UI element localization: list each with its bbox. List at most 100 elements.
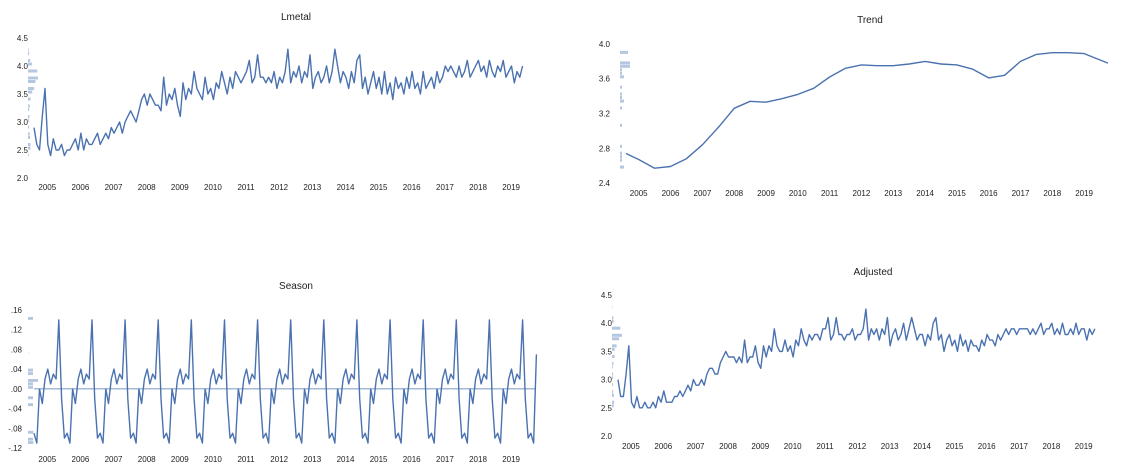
x-tick-label: 2005: [630, 189, 648, 198]
x-tick-label: 2012: [853, 189, 871, 198]
chart-season: Season -.12 -.08 -.04 .00 .04 .08 .12 .16 2005 20…: [0, 235, 560, 469]
chart-adjusted: Adjusted 2.0 2.5 3.0 3.5 4.0 4.5 2005 2006 2007 2…: [560, 235, 1121, 469]
y-tick-label: .08: [11, 345, 23, 354]
histogram-bar: [28, 372, 33, 375]
histogram-bar: [620, 165, 624, 169]
y-tick-label: 3.6: [599, 75, 611, 84]
histogram-bar: [620, 144, 622, 148]
histogram-bar: [612, 337, 620, 341]
histogram-bar: [28, 441, 34, 444]
y-tick-label: 4.5: [17, 34, 29, 43]
x-tick-label: 2012: [270, 183, 288, 192]
histogram-bar: [28, 80, 36, 83]
y-tick-label: .00: [11, 385, 23, 394]
x-tick-label: 2008: [719, 442, 737, 451]
histogram-bar: [28, 52, 30, 55]
y-tick-label: 4.0: [599, 40, 611, 49]
y-tick-label: -.04: [8, 405, 22, 414]
x-tick-label: 2006: [72, 455, 90, 464]
y-tick-label: 3.5: [601, 347, 613, 356]
y-tick-label: -.08: [8, 424, 22, 433]
histogram-bar: [28, 368, 33, 372]
x-tick-label: 2018: [469, 455, 487, 464]
histogram-bar: [28, 385, 33, 389]
histogram-bar: [28, 108, 30, 111]
histogram-bar: [28, 437, 33, 441]
histogram-bar: [620, 71, 622, 75]
y-tick-label: 2.0: [601, 432, 613, 441]
histogram-bar: [28, 143, 31, 146]
y-tick-label: .16: [11, 306, 23, 315]
histogram-bar: [620, 99, 624, 103]
histogram-bar: [620, 96, 622, 100]
x-tick-label: 2019: [1075, 442, 1093, 451]
histogram-bar: [28, 59, 31, 62]
histogram-bar: [28, 76, 38, 80]
x-tick-label: 2018: [469, 183, 487, 192]
x-tick-label: 2010: [784, 442, 802, 451]
histogram-bar: [612, 365, 613, 369]
y-tick-label: 4.0: [17, 62, 29, 71]
series-line: [33, 48, 524, 157]
x-tick-label: 2005: [38, 183, 56, 192]
histogram-bar: [620, 155, 622, 159]
x-tick-label: 2013: [884, 189, 902, 198]
x-tick-label: 2015: [370, 455, 388, 464]
histogram-bar: [612, 372, 614, 376]
y-tick-label: 2.4: [599, 179, 611, 188]
histogram-bar: [612, 354, 615, 358]
series-line: [625, 52, 1109, 169]
histogram-bar: [612, 400, 614, 404]
x-tick-label: 2013: [881, 442, 899, 451]
x-tick-label: 2019: [1075, 189, 1093, 198]
x-tick-label: 2014: [913, 442, 931, 451]
histogram-bar: [612, 404, 614, 408]
x-tick-label: 2016: [403, 183, 421, 192]
x-tick-label: 2005: [38, 455, 56, 464]
chart-lmetal-svg: Lmetal 2.0 2.5 3.0 3.5 4.0 4.5 2005 2006 2007 200…: [17, 12, 524, 192]
x-tick-label: 2015: [946, 442, 964, 451]
x-tick-label: 2012: [270, 455, 288, 464]
histogram-bar: [612, 333, 622, 337]
histogram-bar: [28, 48, 29, 52]
y-tick-label: 3.0: [17, 118, 29, 127]
histogram-bar: [620, 85, 622, 89]
histogram-bar: [28, 87, 35, 90]
histogram-bar: [612, 319, 614, 323]
x-tick-label: 2014: [337, 455, 355, 464]
histogram-bar: [612, 347, 615, 351]
x-tick-label: 2015: [948, 189, 966, 198]
x-tick-label: 2007: [105, 183, 123, 192]
x-tick-label: 2011: [237, 183, 255, 192]
histogram-bar: [620, 123, 622, 127]
y-tick-label: 3.2: [599, 110, 611, 119]
histogram-bar: [612, 393, 614, 397]
x-tick-label: 2019: [502, 455, 520, 464]
x-tick-label: 2015: [370, 183, 388, 192]
histogram-bar: [620, 64, 630, 68]
histogram-bar: [28, 69, 38, 73]
histogram-bar: [28, 62, 32, 66]
y-tick-label: 2.0: [17, 174, 29, 183]
x-tick-label: 2017: [1010, 442, 1028, 451]
histogram-bar: [28, 146, 31, 150]
histogram-bar: [28, 403, 33, 407]
x-tick-label: 2009: [757, 189, 775, 198]
histogram-bar: [28, 153, 29, 157]
histogram-bar: [620, 68, 622, 72]
histogram-bar: [612, 344, 617, 348]
x-tick-label: 2018: [1043, 189, 1061, 198]
x-tick-label: 2016: [403, 455, 421, 464]
x-tick-label: 2013: [303, 455, 321, 464]
histogram-bar: [28, 104, 30, 108]
x-tick-label: 2016: [978, 442, 996, 451]
x-tick-label: 2008: [138, 183, 156, 192]
histogram-bar: [28, 90, 33, 94]
x-tick-label: 2014: [916, 189, 934, 198]
x-tick-label: 2009: [171, 455, 189, 464]
x-tick-label: 2006: [662, 189, 680, 198]
histogram-bar: [612, 326, 621, 330]
histogram-bar: [28, 396, 33, 400]
x-tick-label: 2019: [502, 183, 520, 192]
histogram-bar: [28, 316, 33, 320]
